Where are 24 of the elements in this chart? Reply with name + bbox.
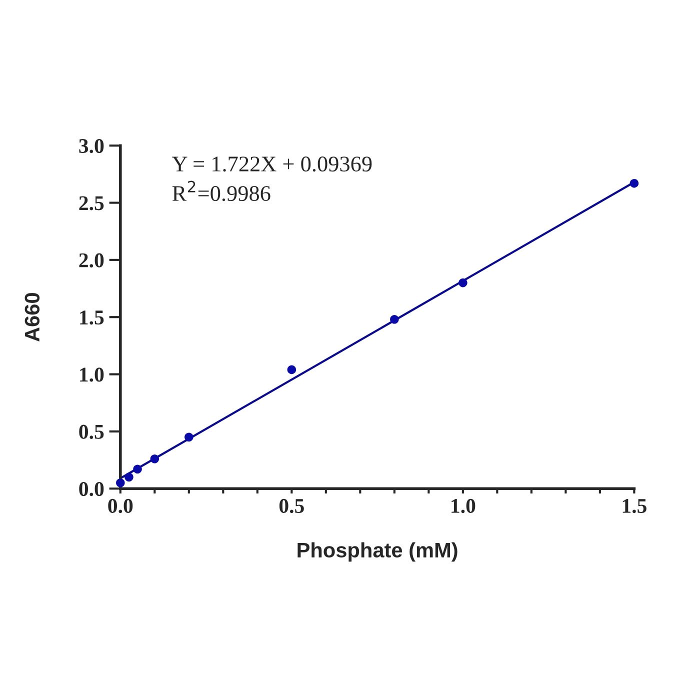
point	[184, 432, 194, 442]
y-tick-label: 2.0	[79, 253, 104, 268]
y-axis-title: A660	[24, 293, 40, 342]
x-tick-label: 1.5	[622, 499, 646, 514]
x-tick-label: 0.0	[108, 498, 133, 514]
point	[116, 478, 125, 488]
point	[287, 365, 296, 374]
x-axis-title: Phosphate (mM)	[298, 542, 458, 562]
y-tick-label: 1.0	[80, 368, 104, 382]
y-tick-label: 3.0	[79, 138, 104, 154]
annotation: R$^{2}$=0.9986	[172, 180, 270, 202]
y-tick-label: 0.0	[79, 482, 104, 496]
point	[390, 314, 399, 324]
point	[133, 464, 142, 474]
x-tick-label: 1.0	[452, 498, 476, 514]
y-tick-label: 1.5	[80, 310, 104, 325]
x-tick-label: 0.5	[279, 498, 304, 514]
point	[630, 178, 639, 188]
y-tick-label: 2.5	[79, 196, 104, 210]
point	[124, 472, 134, 482]
annotation: Y = 1.722X + 0.09369	[172, 156, 372, 172]
point	[458, 278, 468, 288]
y-tick-label: 0.5	[79, 424, 104, 439]
point	[150, 454, 160, 464]
